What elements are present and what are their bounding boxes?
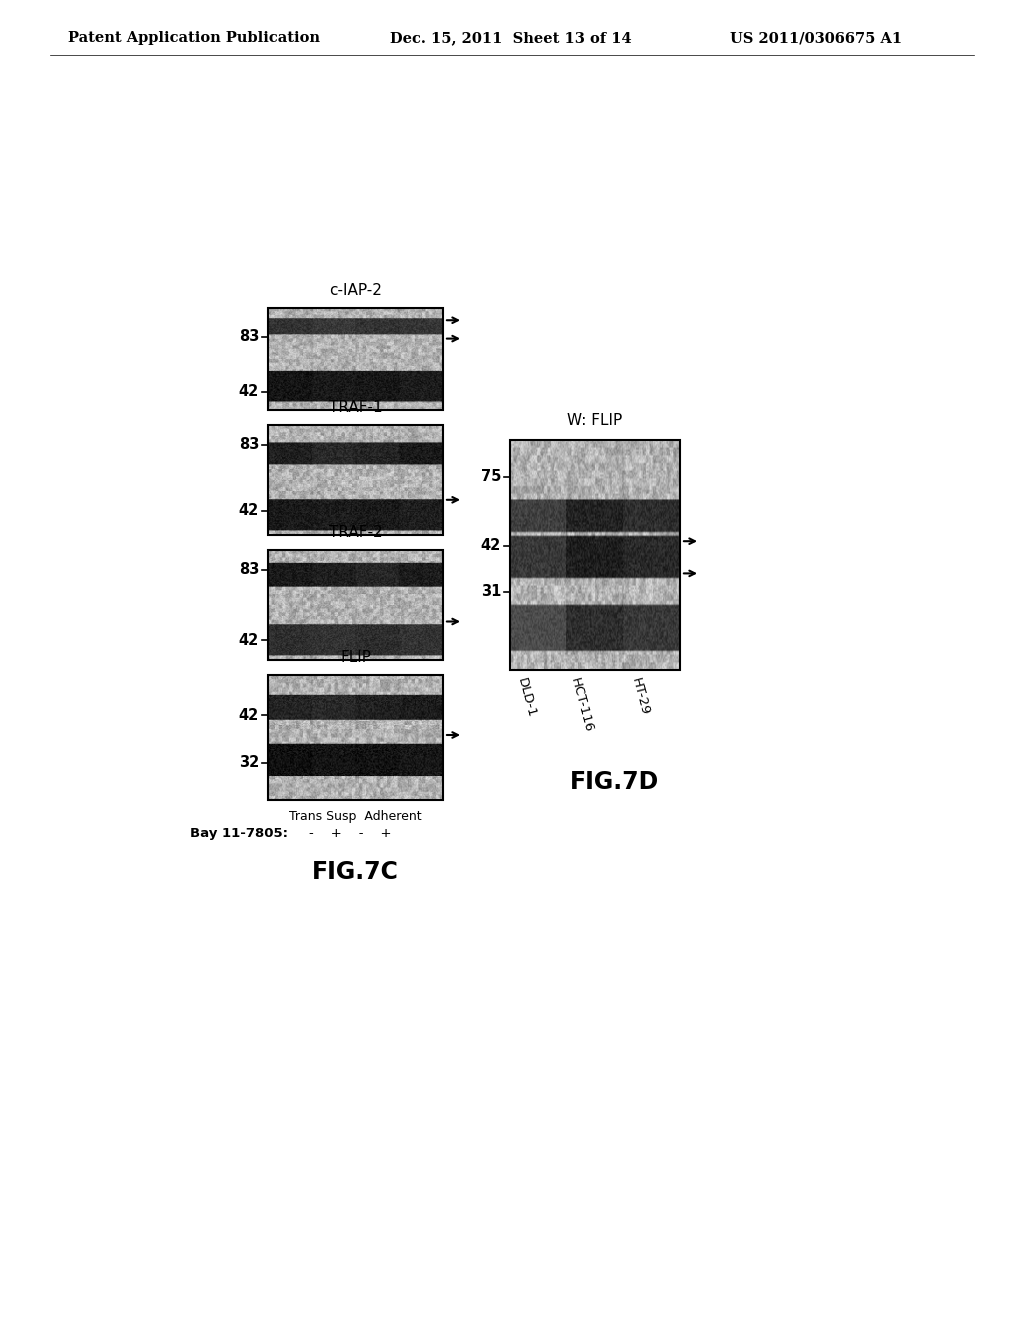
Text: US 2011/0306675 A1: US 2011/0306675 A1 xyxy=(730,30,902,45)
Bar xyxy=(510,440,680,671)
Text: -    +    -    +: - + - + xyxy=(309,828,392,840)
Text: 31: 31 xyxy=(480,585,501,599)
Text: HT-29: HT-29 xyxy=(629,676,651,717)
Text: Dec. 15, 2011  Sheet 13 of 14: Dec. 15, 2011 Sheet 13 of 14 xyxy=(390,30,632,45)
Text: 32: 32 xyxy=(239,755,259,770)
Text: HCT-116: HCT-116 xyxy=(568,676,595,734)
Text: 83: 83 xyxy=(239,437,259,453)
Text: 83: 83 xyxy=(239,329,259,345)
Text: Bay 11-7805:: Bay 11-7805: xyxy=(190,828,288,840)
Text: 42: 42 xyxy=(239,503,259,519)
Text: 75: 75 xyxy=(480,470,501,484)
Text: FLIP: FLIP xyxy=(340,649,371,665)
Text: FIG.7D: FIG.7D xyxy=(570,770,659,795)
Bar xyxy=(268,550,443,660)
Text: 83: 83 xyxy=(239,562,259,577)
Text: DLD-1: DLD-1 xyxy=(515,676,539,718)
Text: TRAF-2: TRAF-2 xyxy=(329,525,382,540)
Text: W: FLIP: W: FLIP xyxy=(567,413,623,428)
Bar xyxy=(268,308,443,411)
Text: 42: 42 xyxy=(239,384,259,399)
Text: c-IAP-2: c-IAP-2 xyxy=(329,282,382,298)
Text: TRAF-1: TRAF-1 xyxy=(329,400,382,414)
Text: Trans Susp  Adherent: Trans Susp Adherent xyxy=(289,810,422,822)
Text: Patent Application Publication: Patent Application Publication xyxy=(68,30,319,45)
Text: 42: 42 xyxy=(239,632,259,648)
Text: FIG.7C: FIG.7C xyxy=(312,861,399,884)
Bar xyxy=(268,425,443,535)
Text: 42: 42 xyxy=(239,708,259,722)
Text: 42: 42 xyxy=(480,539,501,553)
Bar xyxy=(268,675,443,800)
